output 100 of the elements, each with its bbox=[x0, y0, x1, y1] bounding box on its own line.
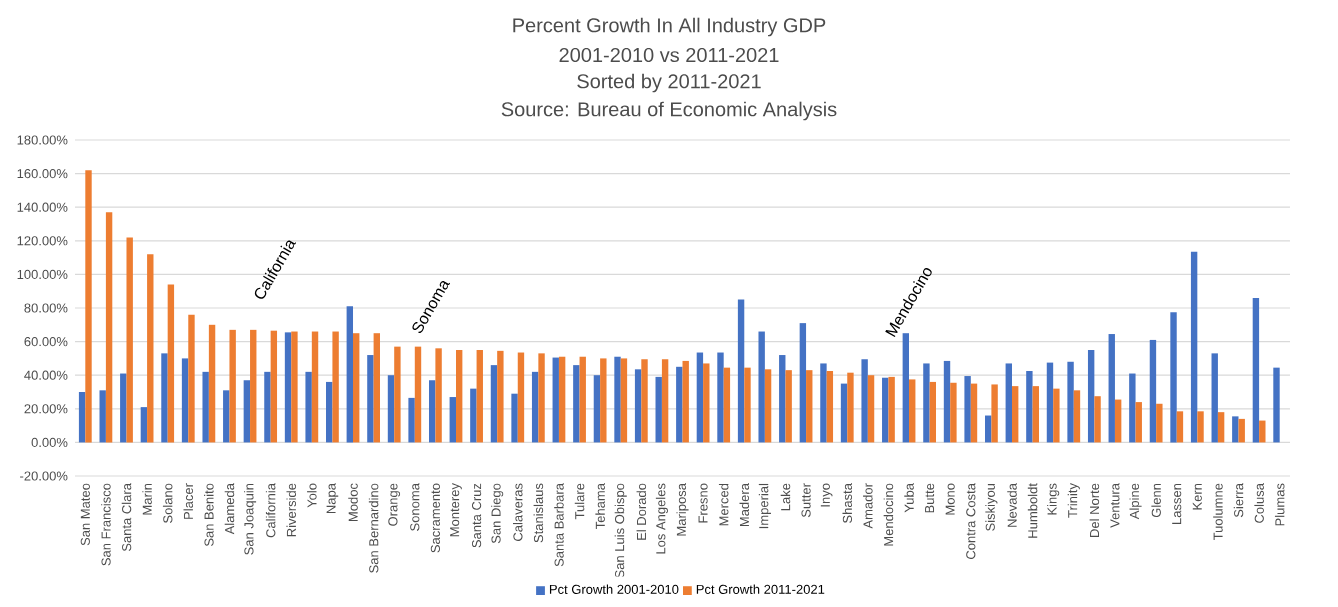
bar bbox=[470, 388, 477, 443]
x-tick-label: Modoc bbox=[348, 483, 358, 522]
bar bbox=[346, 306, 354, 443]
bar bbox=[490, 365, 498, 443]
bar bbox=[223, 390, 230, 443]
x-tick-label: Plumas bbox=[1274, 483, 1285, 526]
bar bbox=[428, 380, 436, 443]
bar bbox=[1011, 386, 1019, 443]
bar bbox=[579, 356, 586, 443]
bar bbox=[888, 376, 895, 443]
x-tick-label: Contra Costa bbox=[966, 483, 976, 559]
source-note: Source: Bureau of Economic Analysis bbox=[501, 101, 837, 121]
bar bbox=[867, 375, 875, 443]
bar bbox=[1114, 399, 1122, 443]
bar bbox=[1067, 361, 1074, 443]
x-tick-label: Mono bbox=[945, 483, 955, 515]
bar bbox=[243, 380, 251, 443]
x-tick-label: Los Angeles bbox=[655, 483, 668, 554]
x-tick-label: Tulare bbox=[574, 483, 585, 520]
y-tick-label: 180.00% bbox=[17, 135, 68, 145]
bar bbox=[78, 392, 86, 443]
bar bbox=[847, 372, 854, 443]
x-tick-label: San Diego bbox=[491, 483, 504, 544]
x-tick-label: Del Norte bbox=[1089, 483, 1100, 537]
x-tick-label: San Bernardino bbox=[368, 483, 379, 573]
x-tick-label: Amador bbox=[863, 483, 873, 529]
bar bbox=[764, 369, 772, 443]
x-tick-label: Lake bbox=[780, 483, 791, 511]
y-tick-label: 0.00% bbox=[31, 437, 68, 447]
x-tick-label: Nevada bbox=[1007, 483, 1017, 527]
bar bbox=[600, 358, 607, 443]
y-tick-label: 100.00% bbox=[17, 269, 68, 279]
bar bbox=[717, 352, 724, 443]
bar bbox=[511, 393, 518, 443]
y-tick-label: -20.00% bbox=[20, 471, 68, 481]
bar bbox=[1032, 386, 1039, 443]
x-tick-label: Imperial bbox=[758, 483, 771, 529]
x-tick-label: Santa Barbara bbox=[554, 483, 564, 567]
bar bbox=[229, 329, 236, 443]
chart-title: Percent Growth In All Industry GDP bbox=[513, 17, 826, 37]
x-tick-label: Tuolumne bbox=[1213, 483, 1223, 541]
bar bbox=[593, 375, 601, 443]
x-tick-label: El Dorado bbox=[636, 483, 647, 540]
x-tick-label: San Mateo bbox=[80, 483, 90, 546]
x-tick-label: Sutter bbox=[801, 483, 811, 518]
bar bbox=[326, 381, 333, 443]
bar bbox=[497, 350, 504, 443]
bar bbox=[820, 363, 827, 443]
x-tick-label: Ventura bbox=[1110, 483, 1120, 528]
bar bbox=[840, 383, 848, 443]
bar bbox=[723, 367, 731, 443]
bar bbox=[676, 366, 683, 443]
x-tick-label: Stanislaus bbox=[533, 483, 544, 543]
y-tick-label: 80.00% bbox=[24, 303, 68, 313]
x-tick-label: Shasta bbox=[842, 483, 853, 523]
x-tick-label: Sacramento bbox=[430, 483, 440, 553]
bar bbox=[394, 346, 401, 443]
bar bbox=[367, 355, 374, 443]
bar bbox=[943, 360, 951, 443]
bar bbox=[552, 357, 559, 443]
x-tick-label: Santa Cruz bbox=[471, 483, 482, 548]
chart-subtitle: 2001-2010 vs 2011-2021 bbox=[559, 47, 779, 63]
bar bbox=[703, 363, 710, 443]
bar bbox=[435, 348, 442, 443]
bar bbox=[1149, 339, 1157, 443]
bar bbox=[1135, 402, 1142, 443]
x-tick-label: San Joaquin bbox=[244, 483, 257, 555]
x-tick-label: Madera bbox=[739, 483, 750, 527]
bar bbox=[826, 371, 834, 443]
bar bbox=[373, 333, 381, 443]
x-tick-label: Siskiyou bbox=[985, 483, 998, 531]
bar bbox=[270, 330, 278, 443]
bar bbox=[1197, 411, 1204, 443]
bar bbox=[558, 356, 566, 443]
bar bbox=[387, 375, 395, 443]
bar bbox=[264, 371, 271, 443]
bar bbox=[1129, 373, 1136, 443]
bar bbox=[641, 359, 648, 443]
bar bbox=[476, 350, 483, 443]
bar bbox=[1190, 251, 1198, 443]
legend-label: Pct Growth 2011-2021 bbox=[696, 584, 825, 594]
bar bbox=[991, 384, 998, 443]
y-tick-label: 140.00% bbox=[17, 202, 68, 212]
bar bbox=[985, 415, 992, 443]
bar bbox=[1108, 334, 1115, 443]
bar bbox=[531, 371, 539, 443]
bar bbox=[1273, 367, 1280, 443]
bar bbox=[1170, 312, 1177, 443]
x-tick-label: Placer bbox=[183, 483, 194, 519]
bar bbox=[538, 353, 545, 443]
x-tick-label: Colusa bbox=[1254, 483, 1264, 523]
bar bbox=[785, 370, 792, 443]
bar bbox=[161, 353, 168, 443]
bar bbox=[861, 359, 868, 443]
x-tick-label: Calaveras bbox=[512, 483, 523, 541]
x-tick-label: Merced bbox=[718, 483, 729, 526]
bar bbox=[1026, 371, 1033, 443]
x-tick-label: Marin bbox=[142, 483, 152, 515]
legend-label: Pct Growth 2001-2010 bbox=[549, 584, 679, 594]
x-tick-label: Humboldt bbox=[1027, 483, 1038, 538]
